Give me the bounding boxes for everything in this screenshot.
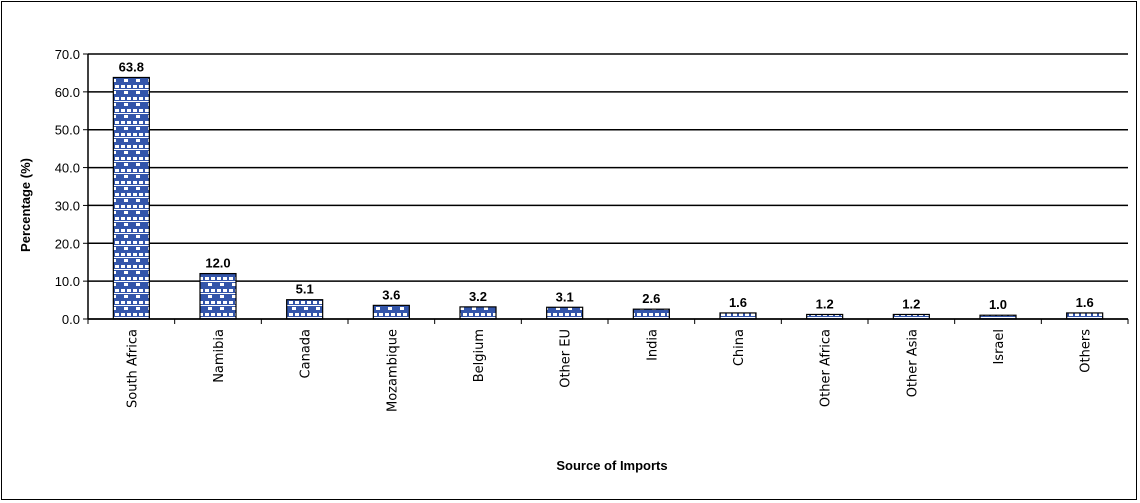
bar-namibia xyxy=(199,272,237,320)
y-tick-label: 30.0 xyxy=(55,198,80,213)
data-label: 1.2 xyxy=(816,296,834,311)
x-tick-label: India xyxy=(645,329,660,361)
bar-others xyxy=(1066,312,1104,320)
bar-south-africa xyxy=(112,76,150,320)
bar-china xyxy=(719,312,757,320)
axes xyxy=(87,54,1129,324)
bar-canada xyxy=(286,299,324,320)
y-tick-label: 20.0 xyxy=(55,236,80,251)
bar-mozambique xyxy=(372,304,410,320)
x-tick-label: Namibia xyxy=(212,329,227,383)
data-label: 1.6 xyxy=(729,295,747,310)
x-tick-label: Other Africa xyxy=(819,329,834,407)
y-tick-label: 70.0 xyxy=(55,47,80,62)
y-axis-title: Percentage (%) xyxy=(18,158,33,252)
x-tick-label: Mozambique xyxy=(385,329,400,412)
y-tick-label: 50.0 xyxy=(55,123,80,138)
data-label: 3.2 xyxy=(469,289,487,304)
x-tick-label: Other Asia xyxy=(905,329,920,397)
y-tick-labels: 0.0 10.0 20.0 30.0 40.0 50.0 60.0 70.0 xyxy=(55,47,80,327)
bar-india xyxy=(632,308,670,320)
data-labels: 63.8 12.0 5.1 3.6 3.2 3.1 2.6 1.6 1.2 1.2 1.0 1.6 xyxy=(119,59,1094,312)
x-tick-label: Other EU xyxy=(559,329,574,388)
data-label: 12.0 xyxy=(205,256,230,271)
y-tick-label: 10.0 xyxy=(55,274,80,289)
data-label: 2.6 xyxy=(642,291,660,306)
data-label: 1.0 xyxy=(989,297,1007,312)
x-tick-label: Canada xyxy=(299,329,314,378)
x-tick-label: Others xyxy=(1079,329,1094,373)
bars-group xyxy=(112,76,1104,320)
x-axis-title: Source of Imports xyxy=(556,458,667,473)
bar-other-eu xyxy=(546,306,584,320)
bar-belgium xyxy=(459,306,497,320)
category-labels: South Africa Namibia Canada Mozambique Belgi… xyxy=(125,329,1093,412)
y-tick-label: 40.0 xyxy=(55,161,80,176)
y-tick-label: 0.0 xyxy=(62,312,80,327)
x-tick-label: South Africa xyxy=(125,329,140,408)
data-label: 3.6 xyxy=(382,287,400,302)
data-label: 1.2 xyxy=(902,296,920,311)
y-tick-label: 60.0 xyxy=(55,85,80,100)
x-tick-label: Israel xyxy=(992,329,1007,365)
data-label: 5.1 xyxy=(296,282,314,297)
x-tick-label: Belgium xyxy=(472,329,487,382)
data-label: 1.6 xyxy=(1076,295,1094,310)
x-tick-label: China xyxy=(732,329,747,366)
data-label: 63.8 xyxy=(119,59,144,74)
gridlines xyxy=(83,53,1128,320)
data-label: 3.1 xyxy=(556,289,574,304)
